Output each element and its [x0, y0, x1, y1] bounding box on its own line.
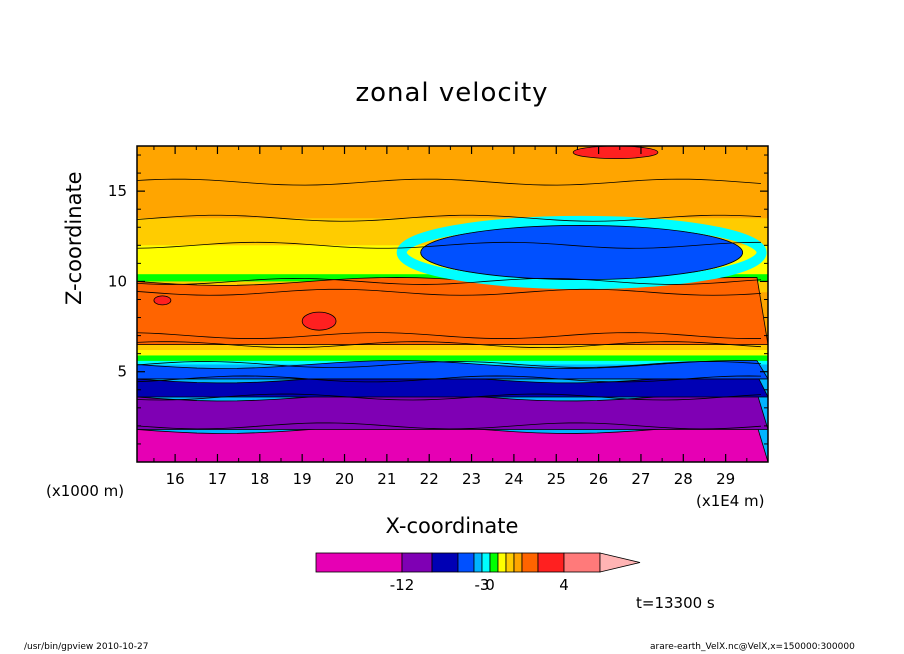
contour-line: [137, 278, 762, 285]
colorbar-tick-label: -12: [390, 576, 415, 594]
contour-line: [137, 241, 762, 249]
x-tick-label: 23: [462, 470, 481, 488]
colorbar-swatch: [521, 552, 539, 573]
contour-line: [137, 341, 762, 349]
colorbar-tick-label: -3: [475, 576, 490, 594]
footer-left: /usr/bin/gpview 2010-10-27: [24, 642, 149, 652]
x-tick-label: 28: [674, 470, 693, 488]
colorbar-swatch: [473, 552, 483, 573]
contour-line: [137, 393, 762, 401]
x-tick-label: 18: [250, 470, 269, 488]
x-tick-label: 26: [589, 470, 608, 488]
colorbar-tick-label: 0: [485, 576, 495, 594]
x-unit-label: (x1E4 m): [696, 492, 765, 510]
x-tick-label: 19: [293, 470, 312, 488]
footer-right: arare-earth_VelX.nc@VelX,x=150000:300000: [650, 642, 855, 652]
colorbar-swatch: [457, 552, 475, 573]
contour-line: [137, 375, 762, 383]
contour-line: [137, 332, 762, 339]
colorbar-swatch: [431, 552, 459, 573]
colorbar-swatch: [537, 552, 565, 573]
contour-region: [420, 225, 743, 281]
colorbar-swatch: [497, 552, 507, 573]
y-tick-label: 5: [117, 363, 127, 381]
contour-line: [137, 178, 762, 186]
contour-region: [301, 311, 337, 331]
y-unit-label: (x1000 m): [46, 482, 125, 500]
x-tick-label: 25: [547, 470, 566, 488]
contour-region: [572, 146, 659, 160]
contour-field: [137, 146, 768, 462]
x-tick-label: 29: [716, 470, 735, 488]
x-tick-label: 27: [631, 470, 650, 488]
colorbar-swatch: [505, 552, 515, 573]
contour-line: [137, 361, 762, 368]
x-axis-label: X-coordinate: [385, 514, 519, 538]
colorbar-swatch: [489, 552, 499, 573]
colorbar-swatch: [563, 552, 601, 573]
colorbar-swatch: [401, 552, 433, 573]
contour-region: [137, 360, 768, 380]
contour-line: [137, 288, 762, 296]
axes: 16 17 18 19 20 21 22 23 24 25 26 27 28 29 5 10 15: [108, 145, 769, 488]
y-tick-label: 15: [108, 182, 127, 200]
colorbar-tick-label: 4: [559, 576, 569, 594]
x-tick-label: 16: [166, 470, 185, 488]
x-tick-label: 21: [377, 470, 396, 488]
plot-frame: [136, 145, 769, 463]
x-tick-label: 20: [335, 470, 354, 488]
contour-region: [153, 295, 172, 306]
x-tick-label: 22: [420, 470, 439, 488]
time-label: t=13300 s: [636, 594, 715, 612]
contour-line: [137, 214, 762, 222]
colorbar-swatch: [315, 552, 403, 573]
colorbar-triangle: [599, 552, 641, 573]
colorbar-swatch: [481, 552, 491, 573]
chart-title: zonal velocity: [355, 78, 549, 108]
colorbar-swatch: [513, 552, 523, 573]
x-tick-label: 24: [504, 470, 523, 488]
x-tick-label: 17: [208, 470, 227, 488]
colorbar: -12 -30 4: [315, 552, 641, 594]
contour-line: [137, 422, 762, 430]
y-tick-label: 10: [108, 272, 127, 290]
